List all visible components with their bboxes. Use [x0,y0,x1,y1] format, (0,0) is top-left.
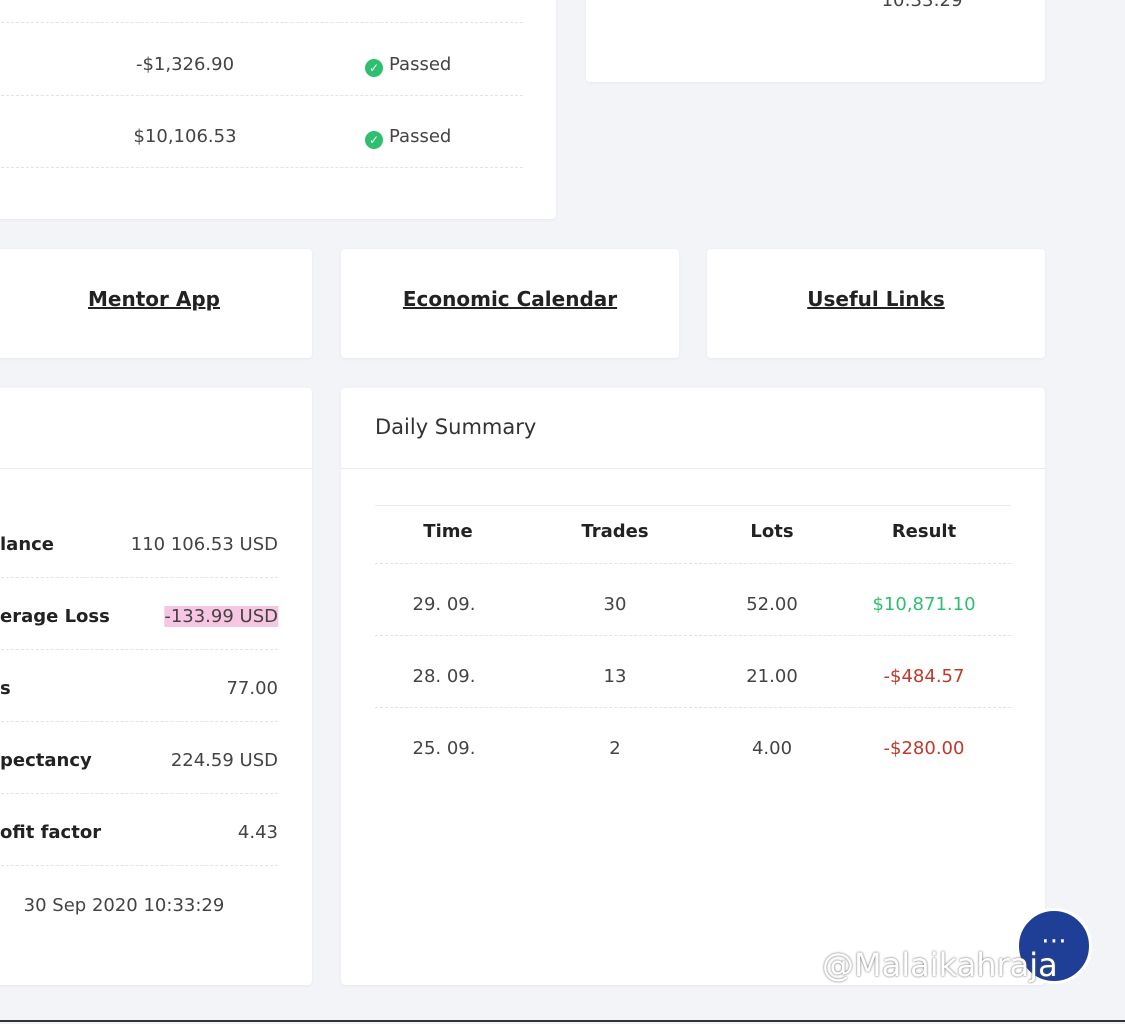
cell: 28. 09. [412,666,476,687]
chat-button[interactable]: ⋯ [1016,908,1092,984]
link-card[interactable]: Useful Links [707,249,1045,358]
link[interactable]: Economic Calendar [402,287,618,311]
column-header: Trades [581,521,649,542]
stat-value: 110 106.53 USD [130,534,278,555]
row-divider [0,721,278,722]
row-divider [0,95,523,96]
stat-value: -133.99 USD [164,606,278,627]
objective-status: ✓ Passed [365,54,451,77]
divider [341,468,1045,469]
watermark: @Malaikahraja [822,946,1058,984]
result: $10,871.10 [872,594,976,615]
statistics-card: lance 110 106.53 USD erage Loss -133.99 USD… [0,388,312,985]
row-divider [0,22,523,23]
stat-value: 4.43 [237,822,278,843]
row-divider [375,563,1011,564]
check-icon: ✓ [365,59,383,77]
stat-label: ofit factor [0,822,102,843]
row-divider [375,635,1011,636]
stat-label: erage Loss [0,606,110,627]
daily-summary-card: Daily Summary Time Trades Lots Result 29. 09… [341,388,1045,985]
objective-status: ✓ Passed [365,126,451,149]
column-header: Result [891,521,957,542]
cell: 21.00 [746,666,798,687]
link-card[interactable]: Economic Calendar [341,249,679,358]
check-icon: ✓ [365,131,383,149]
cell: 52.00 [746,594,798,615]
cell: 25. 09. [412,738,476,759]
objectives-card: -$1,326.90 ✓ Passed $10,106.53 ✓ Passed [0,0,556,219]
cell: 4.00 [751,738,793,759]
stat-value: 77.00 [226,678,278,699]
status-text: Passed [389,126,452,147]
result: -$280.00 [883,738,965,759]
row-divider [0,577,278,578]
row-divider [0,167,523,168]
row-divider [0,649,278,650]
stat-label: pectancy [0,750,92,771]
cell: 30 [603,594,627,615]
cell: 2 [609,738,621,759]
row-divider [375,707,1011,708]
column-header: Time [423,521,473,542]
objective-value: $10,106.53 [133,126,237,147]
result: -$484.57 [883,666,965,687]
cell: 29. 09. [412,594,476,615]
column-header: Lots [750,521,794,542]
card-title: Daily Summary [375,415,537,439]
link-card[interactable]: Mentor App [0,249,312,358]
link[interactable]: Useful Links [807,287,945,311]
bottom-edge [0,1020,1125,1022]
stat-value: 224.59 USD [170,750,278,771]
divider [0,468,312,469]
updated: 30 Sep 2020 10:33:29 [23,895,225,916]
status-text: Passed [389,54,452,75]
info-card: 10:33:29 [586,0,1045,82]
objective-value: -$1,326.90 [135,54,235,75]
cell: 13 [603,666,627,687]
row-divider [0,865,278,866]
table-top [375,505,1011,506]
link[interactable]: Mentor App [88,287,220,311]
time: 10:33:29 [881,0,963,11]
stat-label: s [0,678,11,699]
stat-label: lance [0,534,55,555]
row-divider [0,793,278,794]
